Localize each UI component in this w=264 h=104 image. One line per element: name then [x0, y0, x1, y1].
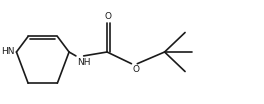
- Text: HN: HN: [1, 48, 15, 56]
- Text: O: O: [105, 12, 112, 21]
- Text: NH: NH: [77, 58, 90, 67]
- Text: O: O: [133, 65, 139, 74]
